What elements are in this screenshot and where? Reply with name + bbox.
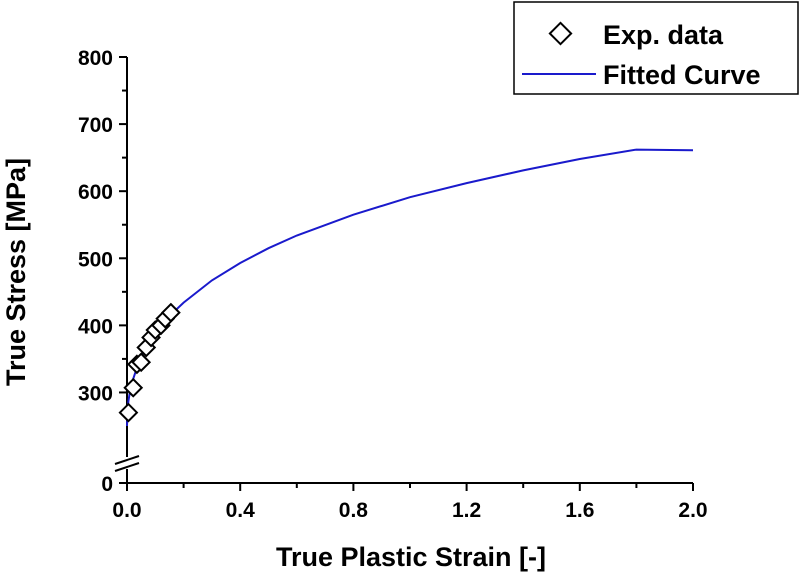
y-axis-title: True Stress [MPa] xyxy=(1,158,31,386)
axis-break-slash xyxy=(114,462,140,472)
fitted-curve-line xyxy=(126,148,694,427)
y-tick-label: 800 xyxy=(78,47,113,70)
x-tick-label: 0.0 xyxy=(112,499,141,522)
y-tick-label: 600 xyxy=(78,181,113,204)
y-tick-label: 500 xyxy=(78,248,113,271)
fitted-curve-layer xyxy=(126,148,694,427)
x-axis-title: True Plastic Strain [-] xyxy=(276,542,546,572)
exp-data-point xyxy=(131,352,152,373)
y-tick-label: 0 xyxy=(101,473,113,496)
legend: Exp. data Fitted Curve xyxy=(513,1,799,95)
x-tick-label: 1.2 xyxy=(452,499,481,522)
exp-data-layer xyxy=(118,302,181,423)
y-tick-label: 300 xyxy=(78,382,113,405)
x-tick-label: 0.4 xyxy=(226,499,256,522)
x-tick-label: 0.8 xyxy=(339,499,369,522)
y-axis-ticks: 300 400 500 600 700 800 0 xyxy=(78,47,127,496)
exp-data-point xyxy=(118,402,139,423)
legend-box xyxy=(513,1,799,95)
y-tick-label: 700 xyxy=(78,114,113,137)
legend-marker-exp-data xyxy=(548,21,573,46)
x-axis-ticks: 0.0 0.4 0.8 1.2 1.6 2.0 xyxy=(112,483,708,522)
y-axis-break xyxy=(114,455,140,472)
exp-data-point xyxy=(123,377,144,398)
exp-data-point xyxy=(160,302,181,323)
legend-label-fitted-curve: Fitted Curve xyxy=(603,60,761,90)
x-tick-label: 2.0 xyxy=(678,499,707,522)
legend-label-exp-data: Exp. data xyxy=(603,20,724,50)
y-tick-label: 400 xyxy=(78,315,113,338)
axes xyxy=(126,57,693,484)
axis-break-slash xyxy=(114,455,140,465)
x-tick-label: 1.6 xyxy=(565,499,594,522)
